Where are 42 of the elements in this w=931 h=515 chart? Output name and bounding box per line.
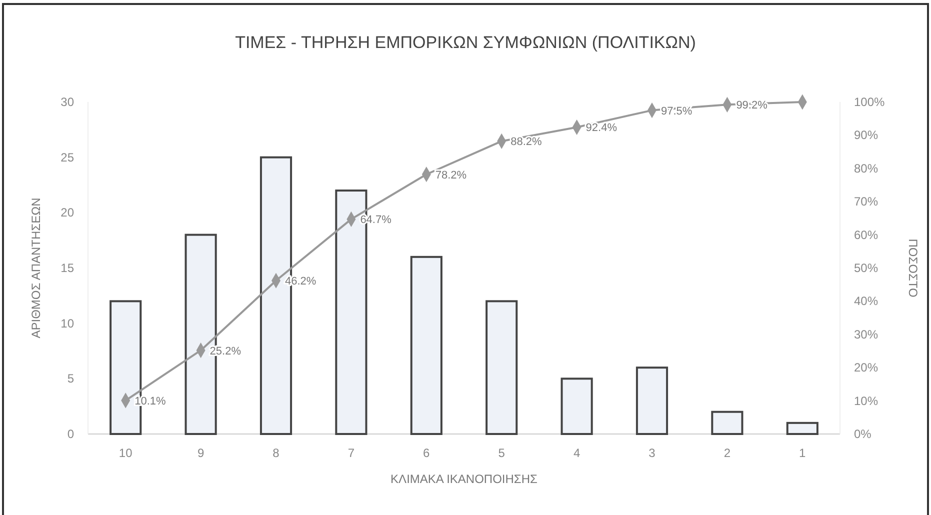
- data-label: 92.4%: [586, 122, 618, 134]
- x-tick-label: 10: [118, 446, 133, 460]
- y-tick-label: 20: [60, 206, 74, 220]
- x-tick-label: 6: [423, 446, 430, 460]
- data-label: 78.2%: [435, 169, 467, 182]
- y2-axis-title: ΠΟΣΟΣΤΟ: [906, 238, 920, 298]
- y2-tick-label: 30%: [854, 327, 878, 342]
- x-tick-label: 5: [498, 446, 506, 460]
- y2-tick-label: 90%: [854, 128, 878, 142]
- x-tick-label: 2: [724, 446, 731, 460]
- y2-tick-label: 40%: [854, 294, 878, 308]
- data-label: 88.2%: [510, 136, 542, 148]
- y-tick-label: 15: [60, 261, 74, 275]
- y2-tick-label: 100%: [854, 95, 886, 109]
- y-tick-label: 30: [60, 95, 74, 109]
- x-tick-label: 9: [197, 446, 204, 460]
- y2-tick-label: 20%: [854, 360, 878, 375]
- bar: [486, 300, 518, 435]
- chart-title: ΤΙΜΕΣ - ΤΗΡΗΣΗ ΕΜΠΟΡΙΚΩΝ ΣΥΜΦΩΝΙΩΝ (ΠΟΛΙΤΙΚΩΝ): [235, 33, 696, 52]
- y-tick-label: 5: [67, 372, 74, 386]
- x-tick-label: 1: [799, 446, 806, 460]
- y2-tick-label: 10%: [854, 394, 878, 408]
- y-axis-title: ΑΡΙΘΜΟΣ ΑΠΑΝΤΗΣΕΩΝ: [29, 198, 43, 338]
- y-tick-label: 25: [60, 150, 74, 164]
- x-axis-title: ΚΛΙΜΑΚΑ ΙΚΑΝΟΠΟΙΗΣΗΣ: [390, 472, 538, 486]
- y2-tick-label: 0%: [854, 427, 872, 441]
- bar: [410, 256, 442, 435]
- x-tick-label: 7: [348, 446, 355, 460]
- y2-tick-label: 80%: [854, 161, 878, 176]
- bar: [711, 410, 744, 435]
- y2-tick-label: 50%: [854, 261, 878, 275]
- y-tick-label: 10: [60, 316, 74, 330]
- bar: [786, 422, 818, 435]
- bar: [636, 366, 668, 435]
- x-tick-label: 3: [648, 446, 656, 460]
- y-tick-label: 0: [67, 427, 74, 441]
- bar: [560, 378, 593, 435]
- y2-tick-label: 60%: [854, 228, 878, 242]
- data-label: 97.5%: [661, 105, 692, 118]
- x-tick-label: 4: [573, 446, 580, 460]
- y2-tick-label: 70%: [854, 194, 878, 209]
- x-tick-label: 8: [272, 446, 280, 460]
